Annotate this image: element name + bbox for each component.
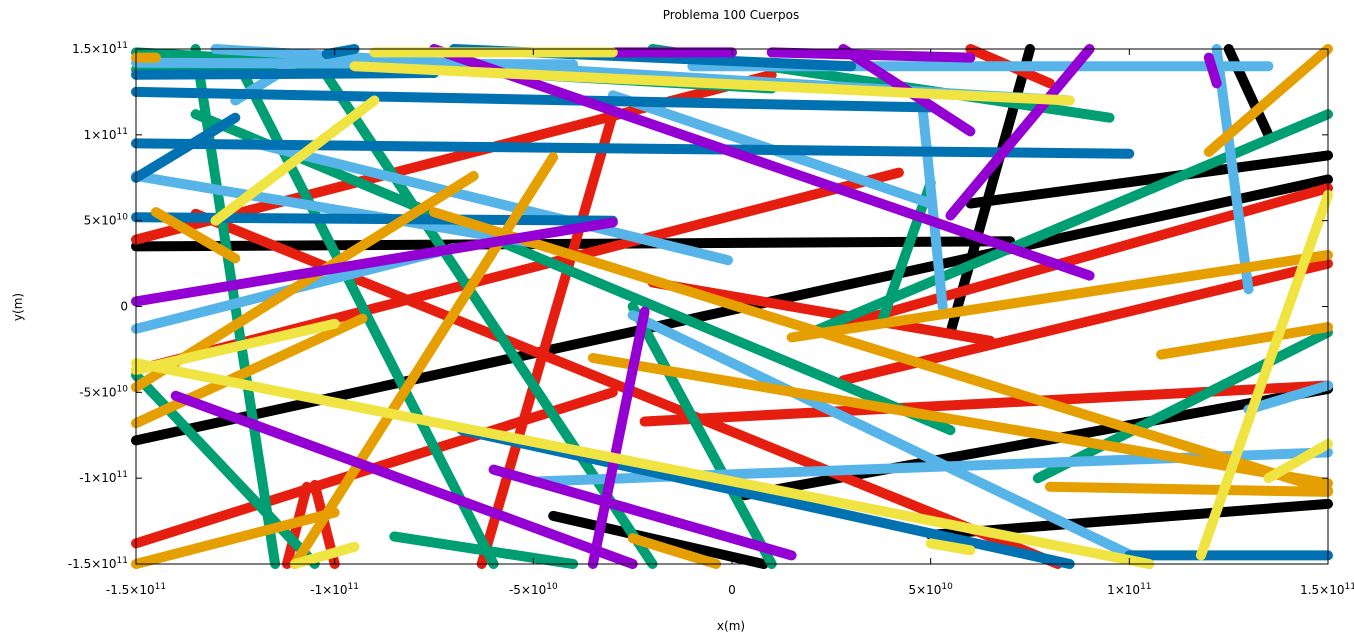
trajectory-line-29: [627, 301, 777, 569]
trajectory-line-31: [1032, 327, 1333, 484]
trajectory-line-76: [1203, 52, 1222, 89]
trajectory-line-13: [476, 109, 618, 569]
trajectory-line-81: [131, 358, 1155, 569]
x-tick-label-2: -1×1011: [310, 582, 359, 597]
ticks-layer: -1.5×1011 -1×1011 -5×1010 0 5×1010 1×1011 1.5×…: [68, 41, 1354, 597]
chart-title: Problema 100 Cuerpos: [663, 8, 799, 22]
trajectory-line-73: [587, 306, 650, 569]
trajectory-line-59: [429, 207, 1333, 496]
x-tick-label-6: 1×1011: [1107, 582, 1151, 597]
trajectory-line-64: [1156, 322, 1333, 360]
x-tick-label-3: -5×1010: [509, 582, 558, 597]
plot-layer: [131, 44, 1333, 569]
trajectory-line-24: [190, 109, 956, 436]
trajectory-line-60: [131, 507, 340, 569]
trajectory-line-4: [965, 150, 1333, 209]
y-tick-label-2: 1×1011: [84, 127, 128, 142]
trajectory-line-49: [131, 212, 618, 226]
trajectory-line-69: [131, 217, 618, 307]
trajectory-line-44: [1211, 44, 1254, 295]
trajectory-line-47: [131, 86, 936, 113]
trajectory-line-74: [945, 44, 1095, 221]
trajectory-line-70: [170, 390, 638, 569]
trajectory-line-84: [289, 541, 360, 569]
y-tick-label-4: 0: [120, 300, 128, 314]
trajectory-line-83: [1195, 189, 1333, 561]
trajectory-line-52: [131, 68, 439, 80]
trajectory-line-71: [429, 44, 1095, 281]
trajectory-line-46: [1243, 380, 1333, 415]
trajectory-line-28: [806, 109, 1333, 338]
y-tick-label-1: 1.5×1011: [72, 41, 128, 56]
x-axis-label: x(m): [717, 619, 745, 633]
x-tick-label-1: -1.5×1011: [106, 582, 166, 597]
trajectory-line-67: [627, 533, 722, 569]
trajectory-line-56: [131, 313, 368, 429]
y-tick-label-7: -1.5×1011: [68, 556, 128, 571]
trajectory-line-62: [587, 353, 1333, 489]
trajectory-line-36: [131, 171, 539, 248]
trajectory-line-58: [289, 152, 559, 569]
trajectory-line-48: [131, 138, 1135, 159]
trajectory-line-41: [627, 310, 1155, 569]
trajectory-line-87: [925, 538, 976, 556]
y-tick-label-5: -5×1010: [79, 384, 128, 399]
trajectory-line-33: [389, 531, 579, 569]
trajectory-line-78: [766, 47, 976, 63]
trajectory-line-82: [349, 61, 1075, 106]
trajectory-line-45: [917, 104, 948, 312]
trajectory-line-85: [1263, 438, 1333, 484]
trajectory-line-80: [131, 318, 340, 375]
trajectory-line-68: [150, 207, 241, 264]
trajectory-line-55: [321, 44, 360, 60]
trajectory-line-43: [250, 138, 733, 266]
trajectory-line-8: [548, 510, 769, 569]
y-tick-label-3: 5×1010: [84, 213, 129, 228]
trajectory-line-66: [1044, 481, 1333, 497]
y-axis-label: y(m): [11, 293, 25, 321]
y-tick-label-6: -1×1011: [79, 470, 128, 485]
trajectory-line-72: [488, 464, 797, 561]
x-tick-label-4: 0: [728, 583, 736, 597]
trajectory-line-14: [647, 277, 996, 346]
trajectory-line-63: [786, 250, 1333, 343]
x-tick-label-7: 1.5×1011: [1300, 582, 1354, 597]
trajectory-line-50: [131, 112, 241, 183]
trajectory-line-79: [210, 95, 380, 226]
x-tick-label-5: 5×1010: [908, 582, 953, 597]
trajectory-line-65: [1203, 44, 1333, 157]
